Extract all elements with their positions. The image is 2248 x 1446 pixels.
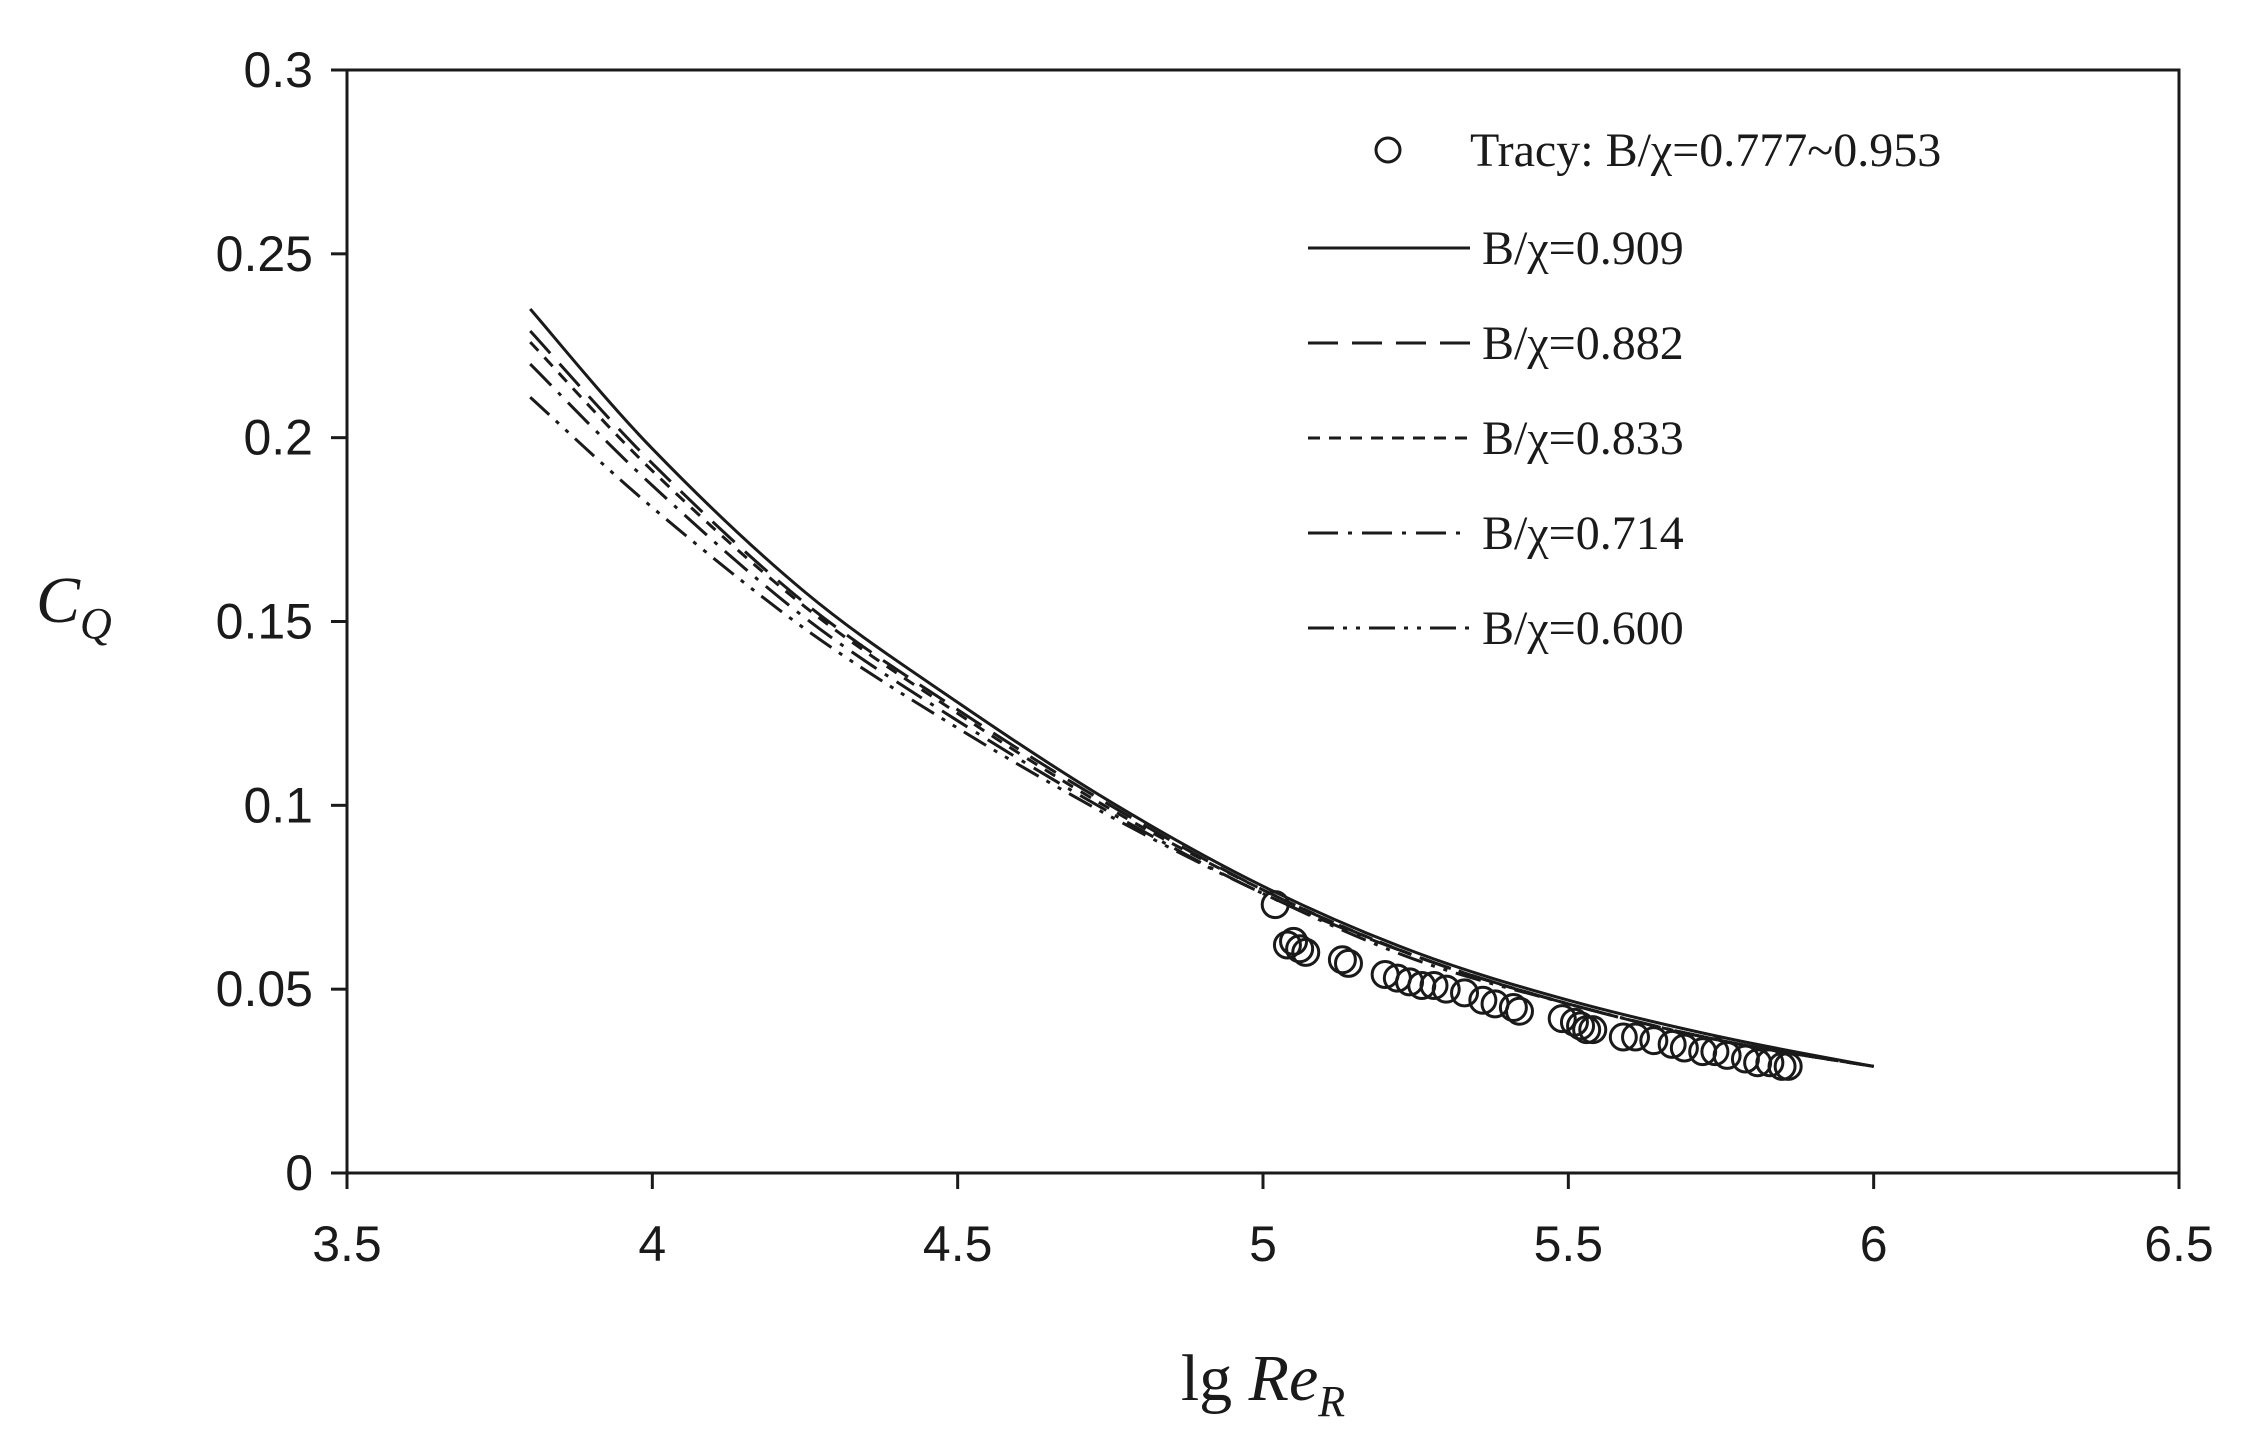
data-point [1327, 945, 1357, 975]
data-point [1755, 1048, 1785, 1078]
data-point [1419, 970, 1449, 1000]
y-tick-label: 0.15 [216, 594, 313, 650]
legend-marker [1374, 136, 1402, 164]
legend-label: B/χ=0.600 [1482, 602, 1684, 655]
legend-label: Tracy: B/χ=0.777~0.953 [1470, 124, 1941, 177]
plot-frame [345, 68, 2181, 1175]
data-point [1504, 996, 1534, 1026]
data-point [1712, 1040, 1742, 1070]
x-axis-label-prefix: lg [1181, 1342, 1249, 1415]
data-point [1773, 1051, 1803, 1081]
y-tick-label: 0.25 [216, 226, 313, 282]
data-point [1621, 1022, 1651, 1052]
y-axis-label: CQ [36, 564, 112, 648]
marker-layer [1260, 890, 1803, 1081]
series-line-b-0-833 [529, 341, 1874, 1068]
data-point [1291, 937, 1321, 967]
data-point [1450, 978, 1480, 1008]
x-tick-label: 6.5 [2144, 1216, 2214, 1272]
x-axis-label: lg ReR [1181, 1342, 1345, 1426]
y-tick-label: 0.05 [216, 961, 313, 1017]
legend-label: B/χ=0.882 [1482, 317, 1684, 370]
x-axis-ticks: 3.5 4 4.5 5 5.5 6 6.5 [312, 1173, 2214, 1272]
data-point [1639, 1026, 1669, 1056]
data-point [1657, 1029, 1687, 1059]
data-point [1285, 934, 1315, 964]
y-axis-label-variable: C [36, 564, 81, 637]
data-point [1333, 948, 1363, 978]
legend-label: B/χ=0.714 [1482, 507, 1684, 560]
x-tick-label: 5.5 [1534, 1216, 1604, 1272]
data-point [1547, 1004, 1577, 1034]
y-tick-label: 0.2 [243, 410, 313, 466]
y-tick-label: 0.1 [243, 777, 313, 833]
data-point [1608, 1022, 1638, 1052]
data-point [1578, 1015, 1608, 1045]
y-tick-label: 0.3 [243, 42, 313, 98]
series-line-b-0-909 [529, 308, 1874, 1068]
legend-label: B/χ=0.909 [1482, 222, 1684, 275]
series-line-b-0-714 [529, 363, 1874, 1068]
legend: Tracy: B/χ=0.777~0.953 B/χ=0.909 B/χ=0.882… [1308, 124, 1941, 655]
data-point [1700, 1037, 1730, 1067]
data-point [1260, 890, 1290, 920]
data-point [1468, 985, 1498, 1015]
series-line-b-0-600 [529, 396, 1874, 1068]
y-tick-label: 0 [285, 1145, 313, 1201]
x-tick-label: 4 [638, 1216, 666, 1272]
data-point [1566, 1011, 1596, 1041]
curve-layer [529, 308, 1874, 1068]
data-point [1272, 930, 1302, 960]
legend-label: B/χ=0.833 [1482, 412, 1684, 465]
y-axis-ticks: 0 0.05 0.1 0.15 0.2 0.25 0.3 [216, 42, 347, 1201]
y-axis-label-subscript: Q [80, 599, 112, 648]
x-axis-label-variable: Re [1248, 1342, 1319, 1415]
data-point [1431, 974, 1461, 1004]
x-axis-label-subscript: R [1317, 1377, 1345, 1426]
x-tick-label: 6 [1860, 1216, 1888, 1272]
x-tick-label: 5 [1249, 1216, 1277, 1272]
x-tick-label: 4.5 [923, 1216, 993, 1272]
data-point [1669, 1033, 1699, 1063]
x-tick-label: 3.5 [312, 1216, 382, 1272]
data-point [1498, 993, 1528, 1023]
